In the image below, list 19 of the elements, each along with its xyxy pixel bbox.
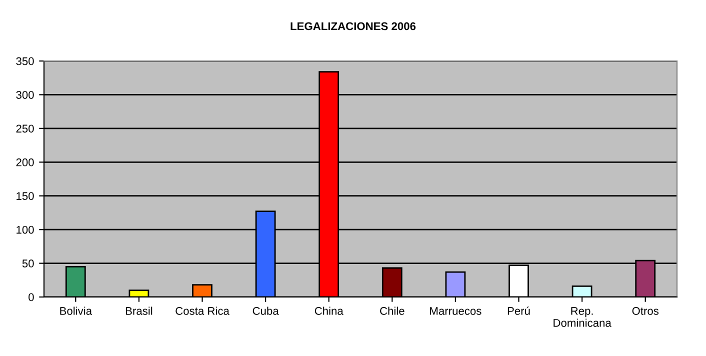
- y-tick-label: 200: [16, 158, 34, 166]
- x-tick-label: Marruecos: [430, 307, 482, 315]
- y-tick-label: 0: [28, 293, 34, 302]
- y-tick-label: 50: [22, 260, 34, 268]
- x-tick-label: Perú: [508, 306, 530, 315]
- y-tick-label: 150: [16, 192, 34, 200]
- x-tick-label: Brasil: [126, 306, 152, 315]
- x-tick-label: Costa Rica: [176, 306, 230, 315]
- x-tick-label: Bolivia: [60, 306, 92, 315]
- x-tick-label: Chile: [380, 306, 404, 315]
- x-tick-label: Cuba: [252, 306, 279, 315]
- x-tick-label: Rep. Dominicana: [554, 307, 612, 327]
- y-tick-label: 100: [16, 226, 34, 234]
- x-tick-label: Otros: [632, 307, 659, 315]
- chart-title: LEGALIZACIONES 2006: [290, 22, 416, 30]
- x-tick-label: China: [314, 306, 344, 315]
- y-tick-label: 250: [16, 124, 34, 133]
- y-tick-label: 300: [16, 90, 34, 99]
- y-tick-label: 350: [16, 57, 34, 66]
